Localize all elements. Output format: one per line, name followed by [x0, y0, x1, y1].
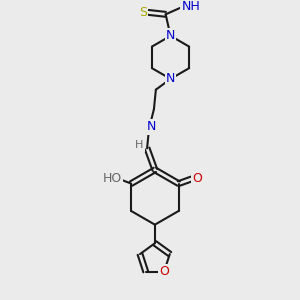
Text: H: H — [135, 140, 143, 150]
Text: N: N — [166, 72, 175, 86]
Text: N: N — [166, 29, 175, 42]
Text: S: S — [139, 6, 147, 19]
Text: N: N — [146, 120, 156, 133]
Text: NH: NH — [182, 0, 200, 13]
Text: O: O — [192, 172, 202, 185]
Text: O: O — [159, 265, 169, 278]
Text: HO: HO — [103, 172, 122, 185]
